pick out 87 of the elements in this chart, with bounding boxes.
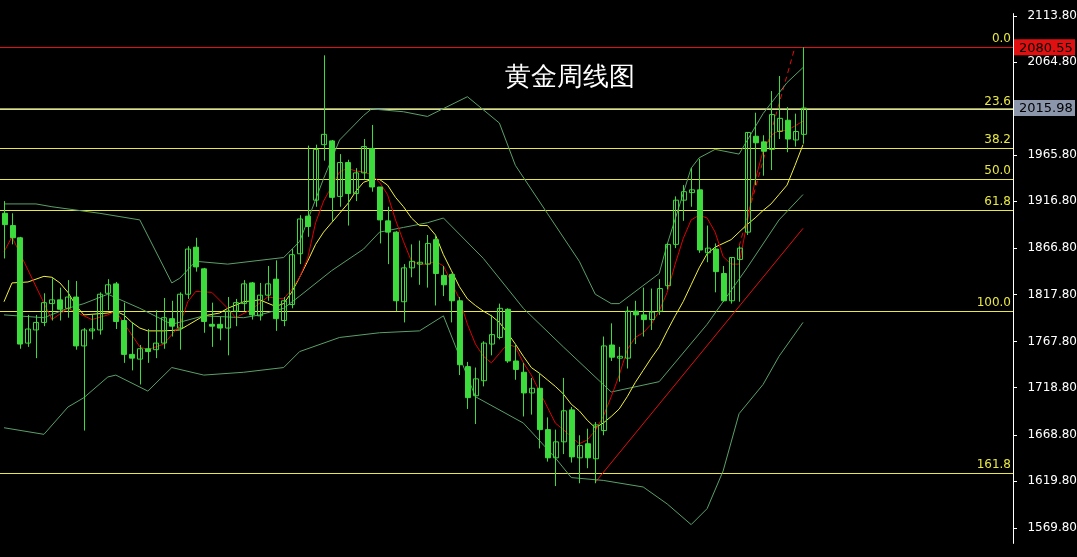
y-tick-label: 1718.80 xyxy=(1027,379,1077,394)
candlestick xyxy=(761,134,767,177)
candlestick xyxy=(553,429,559,487)
candlestick xyxy=(297,214,303,265)
candlestick xyxy=(81,327,87,432)
candlestick xyxy=(801,46,807,145)
y-tick-label: 1619.80 xyxy=(1027,472,1077,487)
candlestick xyxy=(665,242,671,290)
candlestick xyxy=(161,297,167,350)
candlestick xyxy=(561,377,567,455)
candlestick xyxy=(625,305,631,369)
candlestick xyxy=(57,287,63,322)
candlestick xyxy=(481,340,487,387)
y-tick-label: 1817.80 xyxy=(1027,286,1077,301)
candlestick xyxy=(41,292,47,327)
candlestick xyxy=(329,139,335,222)
candlestick xyxy=(49,277,55,322)
candlestick xyxy=(225,296,231,356)
candlestick xyxy=(577,434,583,484)
candlestick xyxy=(321,54,327,162)
candlestick xyxy=(97,291,103,336)
candlestick xyxy=(649,288,655,331)
candlestick xyxy=(233,298,239,327)
y-tick-label: 1916.80 xyxy=(1027,193,1077,208)
annotation: 61.8 xyxy=(984,194,1011,209)
candlestick xyxy=(153,309,159,359)
candlestick xyxy=(657,278,663,316)
annotation: 0.0 xyxy=(991,31,1011,46)
annotation: 100.0 xyxy=(976,294,1011,309)
candlestick xyxy=(489,314,495,356)
candlestick xyxy=(433,234,439,306)
candlestick xyxy=(769,90,775,171)
candlestick xyxy=(401,263,407,323)
candlestick xyxy=(241,279,247,312)
candlestick xyxy=(705,225,711,263)
candlestick xyxy=(177,291,183,351)
candlestick xyxy=(313,144,319,208)
candlestick xyxy=(793,113,799,148)
text: 黄金周线图 xyxy=(505,60,636,91)
y-tick-label: 2064.80 xyxy=(1027,54,1077,69)
candlestick xyxy=(529,377,535,416)
candlestick xyxy=(729,257,735,305)
candlestick xyxy=(777,75,783,140)
candlestick xyxy=(185,245,191,300)
ref-line-label: 2080.55 xyxy=(1019,39,1073,55)
candlestick xyxy=(169,300,175,338)
y-tick-label: 1569.80 xyxy=(1027,519,1077,534)
candlestick xyxy=(289,248,295,309)
candlestick xyxy=(737,245,743,303)
y-tick-label: 1668.80 xyxy=(1027,426,1077,441)
candlestick xyxy=(121,302,127,364)
candlestick xyxy=(137,344,143,385)
y-tick-label: 1965.80 xyxy=(1027,147,1077,162)
candlestick xyxy=(201,267,207,334)
candlestick xyxy=(265,265,271,302)
candlestick xyxy=(601,336,607,436)
candlestick xyxy=(361,138,367,180)
candlestick xyxy=(689,167,695,208)
candlestick xyxy=(417,240,423,286)
candlestick xyxy=(33,314,39,359)
candlestick xyxy=(385,206,391,265)
candlestick xyxy=(425,234,431,289)
candlestick xyxy=(473,367,479,425)
candlestick xyxy=(105,278,111,311)
candlestick xyxy=(65,279,71,319)
candlestick xyxy=(337,153,343,208)
candlestick xyxy=(745,131,751,236)
annotation: 38.2 xyxy=(984,132,1011,146)
candlestick xyxy=(89,314,95,340)
candlestick xyxy=(593,421,599,484)
candlestick xyxy=(113,281,119,330)
y-tick-label: 1866.80 xyxy=(1027,240,1077,255)
candlestick xyxy=(281,296,287,327)
y-tick-label: 2113.80 xyxy=(1027,8,1077,23)
y-tick-label: 1767.80 xyxy=(1027,333,1077,348)
candlestick xyxy=(673,195,679,249)
ref-line-label: 2015.98 xyxy=(1019,100,1073,116)
candlestick xyxy=(25,314,31,348)
annotation: 161.8 xyxy=(976,457,1011,472)
candlestick xyxy=(353,167,359,202)
candlestick xyxy=(409,243,415,278)
candlestick xyxy=(497,303,503,340)
candlestick xyxy=(681,184,687,222)
candlestick xyxy=(617,346,623,383)
annotation: 50.0 xyxy=(984,163,1011,178)
annotation: 23.6 xyxy=(984,93,1011,108)
candlestick xyxy=(257,282,263,322)
